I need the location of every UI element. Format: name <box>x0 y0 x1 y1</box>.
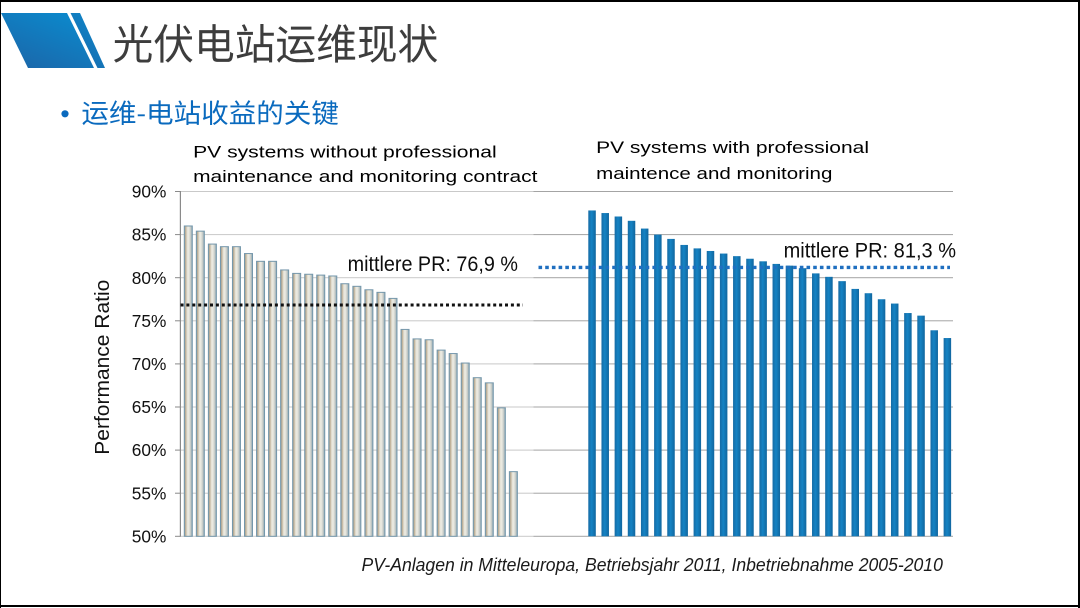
svg-text:75%: 75% <box>132 311 167 331</box>
svg-text:mittlere PR: 81,3 %: mittlere PR: 81,3 % <box>784 240 956 263</box>
svg-text:80%: 80% <box>132 268 167 288</box>
svg-text:90%: 90% <box>132 182 167 202</box>
svg-text:mittlere PR: 76,9 %: mittlere PR: 76,9 % <box>348 253 518 276</box>
svg-text:maintence and monitoring: maintence and monitoring <box>596 164 832 183</box>
svg-text:PV systems without professiona: PV systems without professional <box>193 142 497 161</box>
svg-text:60%: 60% <box>132 440 167 460</box>
svg-text:Performance Ratio: Performance Ratio <box>91 280 114 455</box>
svg-text:70%: 70% <box>132 354 167 374</box>
svg-text:85%: 85% <box>132 225 167 245</box>
svg-text:55%: 55% <box>132 483 167 503</box>
svg-text:50%: 50% <box>132 526 167 546</box>
svg-text:PV systems with professional: PV systems with professional <box>596 138 869 157</box>
svg-text:maintenance and monitoring con: maintenance and monitoring contract <box>193 167 538 186</box>
svg-text:65%: 65% <box>132 397 167 417</box>
svg-text:PV-Anlagen in Mitteleuropa, Be: PV-Anlagen in Mitteleuropa, Betriebsjahr… <box>362 555 943 575</box>
